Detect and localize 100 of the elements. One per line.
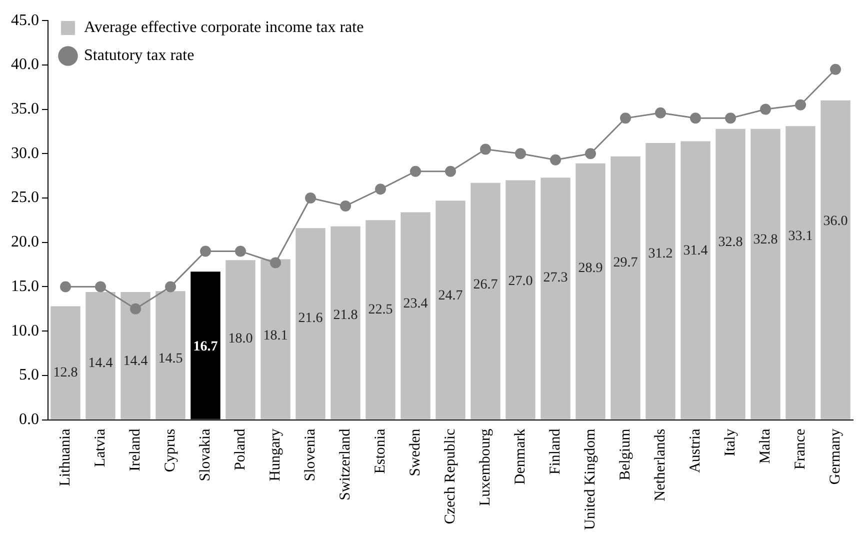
bar bbox=[576, 163, 606, 420]
bar bbox=[680, 141, 710, 420]
point bbox=[445, 166, 456, 177]
data-label: 22.5 bbox=[368, 302, 393, 318]
x-tick-label: Estonia bbox=[372, 428, 388, 474]
bar bbox=[506, 180, 536, 420]
point bbox=[585, 148, 596, 160]
point bbox=[95, 281, 106, 292]
y-tick-label: 0.0 bbox=[19, 410, 39, 428]
data-label: 12.8 bbox=[53, 365, 78, 380]
data-label: 14.4 bbox=[123, 354, 148, 369]
data-label: 14.4 bbox=[88, 356, 113, 372]
bar bbox=[156, 291, 186, 420]
point bbox=[760, 104, 771, 115]
x-tick-label: Sweden bbox=[407, 428, 424, 476]
bar bbox=[470, 182, 500, 420]
bar bbox=[610, 156, 640, 420]
data-label: 18.1 bbox=[263, 328, 288, 344]
bar bbox=[50, 306, 80, 420]
y-tick-label: 25.0 bbox=[11, 189, 39, 206]
point bbox=[410, 166, 421, 177]
bar bbox=[786, 126, 816, 420]
point bbox=[235, 246, 246, 257]
x-tick-label: Ireland bbox=[127, 428, 144, 472]
bar bbox=[540, 178, 570, 420]
y-tick-label: 20.0 bbox=[11, 234, 39, 251]
data-label: 36.0 bbox=[823, 214, 848, 230]
y-tick-label: 30.0 bbox=[11, 144, 39, 162]
point bbox=[480, 144, 491, 155]
bar bbox=[646, 143, 676, 420]
data-label: 31.2 bbox=[648, 246, 673, 262]
data-label: 21.8 bbox=[333, 308, 358, 323]
y-tick-label: 10.0 bbox=[11, 322, 39, 340]
x-tick-label: Hungary bbox=[267, 428, 284, 482]
legend-label: Average effective corporate income tax rate bbox=[84, 19, 364, 36]
x-tick-label: Belgium bbox=[617, 428, 634, 480]
point bbox=[270, 257, 281, 268]
bar bbox=[120, 292, 150, 420]
point bbox=[795, 99, 806, 110]
x-tick-label: Denmark bbox=[512, 428, 528, 485]
bar bbox=[260, 259, 290, 420]
point bbox=[725, 112, 736, 124]
point bbox=[375, 184, 386, 195]
data-label: 18.0 bbox=[228, 331, 253, 346]
data-label: 21.6 bbox=[298, 310, 323, 326]
data-label: 32.8 bbox=[718, 234, 743, 250]
x-tick-label: France bbox=[792, 428, 808, 470]
data-label: 16.7 bbox=[193, 339, 218, 354]
point bbox=[690, 112, 701, 124]
point bbox=[830, 64, 841, 75]
point bbox=[515, 148, 526, 160]
y-tick-label: 45.0 bbox=[11, 12, 39, 29]
bar bbox=[716, 128, 746, 420]
data-label: 33.1 bbox=[788, 229, 813, 244]
x-tick-label: Luxembourg bbox=[477, 428, 494, 506]
x-tick-label: Finland bbox=[547, 428, 564, 475]
bar bbox=[436, 200, 466, 420]
y-tick-label: 15.0 bbox=[11, 278, 39, 295]
bar bbox=[330, 226, 360, 420]
data-label: 24.7 bbox=[438, 288, 463, 304]
data-label: 23.4 bbox=[403, 296, 428, 312]
point bbox=[655, 107, 666, 118]
point bbox=[340, 200, 351, 212]
point bbox=[305, 192, 316, 204]
point bbox=[620, 112, 631, 124]
data-label: 32.8 bbox=[753, 232, 778, 248]
bar bbox=[366, 220, 396, 420]
x-tick-label: Austria bbox=[687, 428, 704, 473]
x-tick-label: Switzerland bbox=[337, 428, 354, 500]
data-label: 14.5 bbox=[158, 351, 183, 366]
x-tick-label: Poland bbox=[232, 428, 248, 470]
data-label: 28.9 bbox=[578, 261, 603, 276]
x-tick-label: Netherlands bbox=[652, 428, 668, 502]
x-tick-label: Slovakia bbox=[197, 428, 214, 482]
x-tick-label: Slovenia bbox=[302, 428, 318, 482]
point bbox=[165, 281, 176, 292]
data-label: 29.7 bbox=[613, 255, 638, 270]
point bbox=[200, 246, 211, 257]
x-tick-label: Cyprus bbox=[162, 428, 178, 472]
bar bbox=[296, 228, 326, 420]
legend-label: Statutory tax rate bbox=[84, 47, 194, 64]
x-tick-label: Czech Republic bbox=[442, 428, 458, 524]
bar bbox=[226, 260, 256, 420]
y-tick-label: 40.0 bbox=[11, 56, 39, 74]
x-tick-label: United Kingdom bbox=[582, 428, 598, 530]
point bbox=[60, 281, 71, 292]
data-label: 31.4 bbox=[683, 243, 708, 258]
x-tick-label: Lithuania bbox=[57, 428, 74, 486]
data-label: 27.0 bbox=[508, 274, 533, 289]
data-label: 27.3 bbox=[543, 270, 568, 286]
bar bbox=[820, 100, 850, 420]
bar bbox=[400, 212, 430, 420]
y-tick-label: 5.0 bbox=[19, 366, 39, 384]
x-tick-label: Germany bbox=[827, 428, 844, 485]
x-tick-label: Malta bbox=[757, 428, 774, 464]
data-label: 26.7 bbox=[473, 277, 498, 292]
y-tick-label: 35.0 bbox=[11, 100, 39, 118]
point bbox=[130, 303, 141, 314]
bar bbox=[86, 292, 116, 420]
point bbox=[550, 154, 561, 166]
